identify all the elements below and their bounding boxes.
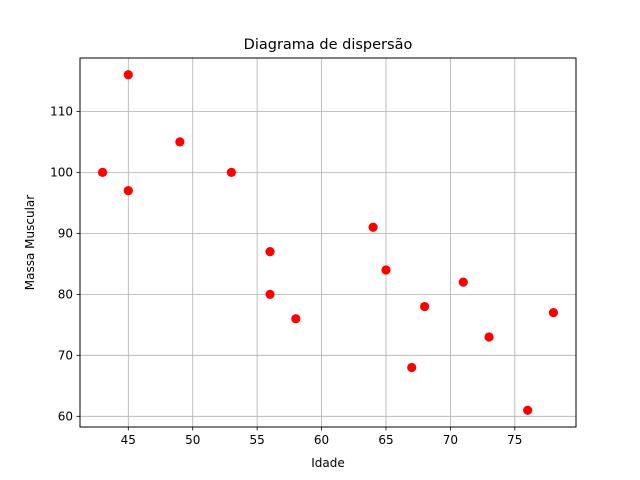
data-point: [381, 265, 391, 275]
y-tick-label: 100: [50, 166, 73, 180]
x-tick-label: 70: [443, 433, 458, 447]
data-point: [97, 167, 108, 177]
plot-frame: [79, 57, 577, 428]
x-tick-label: 45: [121, 433, 136, 447]
data-point: [548, 308, 559, 318]
data-point: [368, 222, 378, 232]
x-axis-label: Idade: [311, 456, 345, 470]
y-tick-label: 90: [58, 227, 73, 241]
x-tick-label: 55: [250, 433, 265, 447]
data-point: [420, 301, 430, 312]
data-point: [123, 70, 133, 80]
x-axis-ticks: 45 50 55 60 65 70 75: [121, 427, 522, 447]
grid: [80, 58, 576, 427]
x-tick-label: 60: [314, 433, 329, 447]
chart-title: Diagrama de dispersão: [244, 37, 413, 53]
y-tick-label: 70: [58, 349, 73, 363]
y-tick-label: 110: [50, 105, 73, 119]
data-points: [97, 70, 559, 415]
data-point: [484, 332, 494, 342]
x-tick-label: 50: [185, 433, 200, 447]
y-tick-label: 80: [58, 288, 73, 302]
y-axis-label: Massa Muscular: [23, 195, 37, 290]
x-tick-label: 65: [378, 433, 393, 447]
data-point: [523, 405, 533, 415]
data-point: [458, 277, 468, 287]
data-point: [226, 167, 236, 177]
y-axis-ticks: 60 70 80 90 100 110: [50, 105, 80, 424]
data-point: [123, 186, 133, 196]
x-tick-label: 75: [507, 433, 522, 447]
data-point: [265, 247, 275, 257]
data-point: [265, 289, 275, 299]
data-point: [291, 314, 301, 324]
data-point: [407, 362, 417, 373]
y-tick-label: 60: [58, 410, 73, 424]
data-point: [175, 137, 185, 147]
